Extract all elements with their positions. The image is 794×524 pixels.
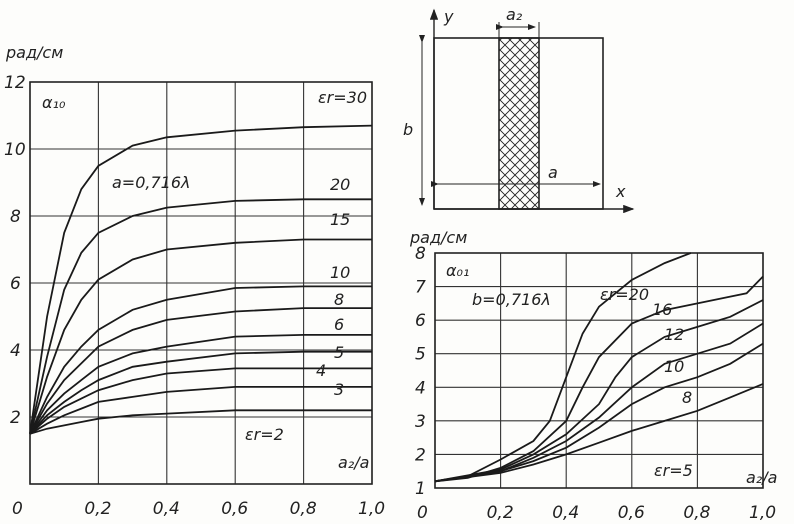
a-label: a xyxy=(548,163,558,182)
x-tick-label: 0,4 xyxy=(153,499,180,519)
series-line-4 xyxy=(434,342,764,483)
dielectric-slab xyxy=(498,37,540,210)
series-line-0 xyxy=(29,124,373,434)
y-tick-label: 1 xyxy=(415,479,426,499)
series-line-0 xyxy=(434,252,692,483)
series-label: 20 xyxy=(330,175,350,194)
x-axis-label: a₂/a xyxy=(746,468,777,487)
series-line-1 xyxy=(29,198,372,434)
x-tick-label: 0,2 xyxy=(487,503,514,523)
x-tick-label: 0 xyxy=(12,499,23,519)
series-line-1 xyxy=(434,275,764,483)
series-label: 10 xyxy=(664,357,684,376)
plot-frame xyxy=(434,252,764,489)
series-label: 16 xyxy=(652,300,672,319)
quantity-label: α₁₀ xyxy=(42,93,66,112)
y-tick-label: 6 xyxy=(415,311,426,331)
y-tick-label: 4 xyxy=(10,341,21,361)
series-line-4 xyxy=(29,307,372,435)
x-tick-label: 0,4 xyxy=(552,503,579,523)
y-tick-label: 7 xyxy=(415,278,426,298)
series-line-8 xyxy=(29,386,372,435)
series-label: εr=20 xyxy=(600,285,649,304)
x-tick-label: 1,0 xyxy=(358,499,385,519)
x-tick-label: 0,2 xyxy=(84,499,111,519)
annotation: a=0,716λ xyxy=(112,173,190,192)
y-tick-label: 2 xyxy=(415,445,426,465)
y-tick-label: 12 xyxy=(4,73,26,93)
x-tick-label: 0,8 xyxy=(290,499,317,519)
y-tick-label: 3 xyxy=(415,412,426,432)
annotation: b=0,716λ xyxy=(472,290,551,309)
y-tick-label: 6 xyxy=(10,274,21,294)
a2-label: a₂ xyxy=(506,5,523,24)
y-tick-label: 4 xyxy=(415,378,426,398)
y-tick-label: 5 xyxy=(415,345,426,365)
chart-alpha10: 2 4 6 8 10 12 0 0,2 0,4 0,6 0,8 1,0 рад/см α₁₀ a=0,716… xyxy=(4,43,385,519)
y-tick-label: 8 xyxy=(10,207,21,227)
x-tick-label: 0,6 xyxy=(221,499,248,519)
series-line-5 xyxy=(29,334,372,435)
series-label: 10 xyxy=(330,263,350,282)
plot-frame xyxy=(29,81,373,485)
series-label: 6 xyxy=(334,315,344,334)
x-tick-label: 0,8 xyxy=(683,503,710,523)
y-tick-label: 2 xyxy=(10,408,21,428)
series-label: εr=5 xyxy=(654,461,693,480)
series-label: 8 xyxy=(334,290,344,309)
series-label: εr=30 xyxy=(318,88,367,107)
series-line-3 xyxy=(29,285,372,435)
y-tick-label: 10 xyxy=(4,140,26,160)
x-label: x xyxy=(615,182,626,201)
x-tick-label: 1,0 xyxy=(749,503,776,523)
y-tick-label: 8 xyxy=(415,244,426,264)
series-line-5 xyxy=(434,383,764,483)
series-label: 15 xyxy=(330,210,350,229)
x-tick-label: 0 xyxy=(417,503,428,523)
series-line-2 xyxy=(434,299,764,483)
series-line-2 xyxy=(29,238,372,435)
series-label: εr=2 xyxy=(245,425,284,444)
waveguide-cross-section-diagram: y x a₂ a b xyxy=(403,5,635,214)
series-line-7 xyxy=(29,367,372,435)
unit-label: рад/см xyxy=(5,43,63,62)
unit-label: рад/см xyxy=(409,228,467,247)
y-label: y xyxy=(443,7,454,26)
b-label: b xyxy=(403,120,413,139)
x-axis-label: a₂/a xyxy=(338,453,369,472)
series-label: 4 xyxy=(316,361,326,380)
series-label: 3 xyxy=(334,380,344,399)
series-line-3 xyxy=(434,322,764,483)
x-tick-label: 0,6 xyxy=(618,503,645,523)
quantity-label: α₀₁ xyxy=(446,261,469,280)
series-label: 8 xyxy=(682,388,692,407)
series-label: 5 xyxy=(334,343,344,362)
series-line-6 xyxy=(29,350,372,435)
series-line-9 xyxy=(29,409,372,435)
series-label: 12 xyxy=(664,325,684,344)
